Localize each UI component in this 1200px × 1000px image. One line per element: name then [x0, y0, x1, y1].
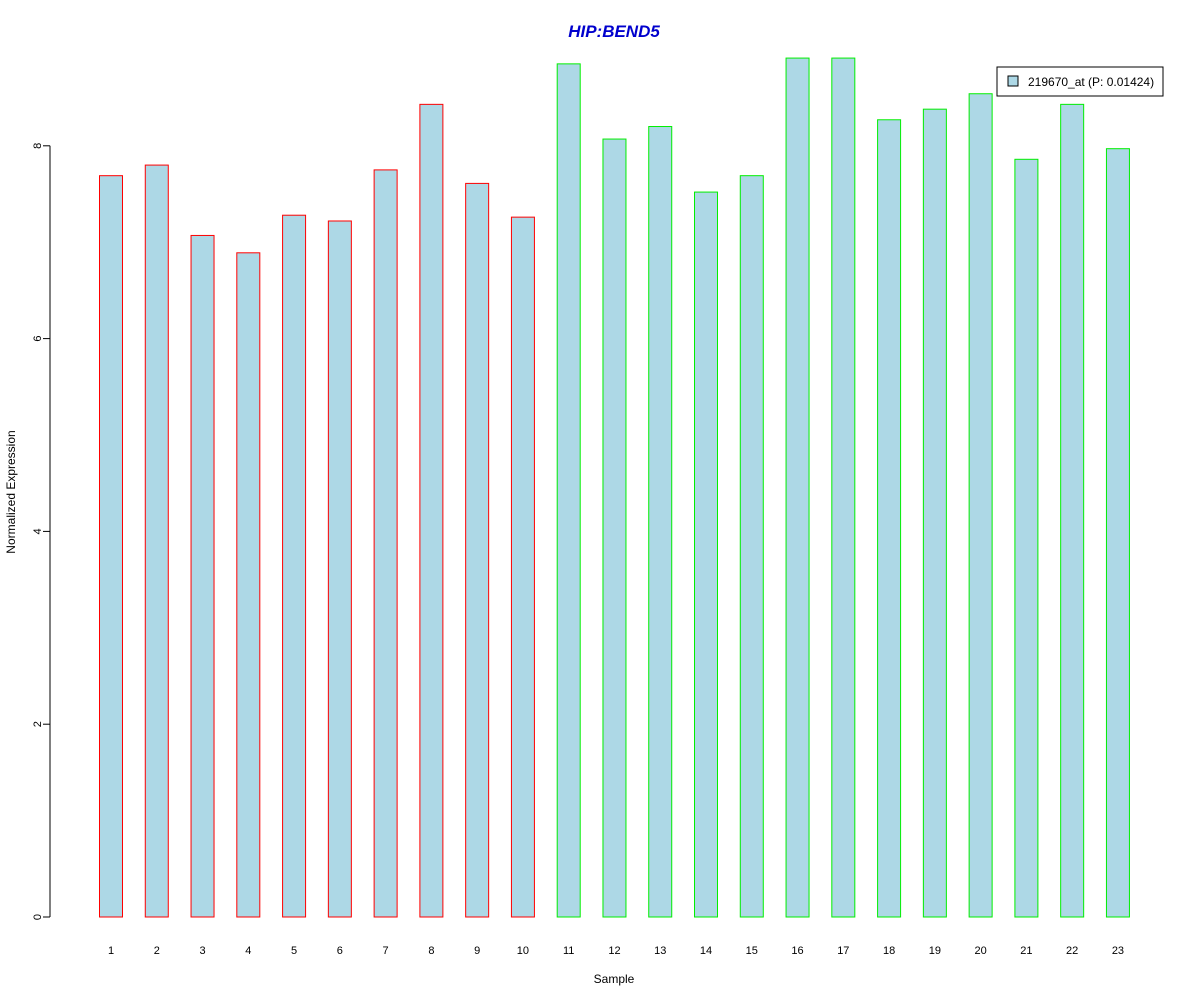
legend: 219670_at (P: 0.01424): [996, 66, 1164, 97]
x-tick-label: 17: [837, 945, 849, 957]
x-tick-label: 22: [1066, 945, 1078, 957]
x-tick-label: 12: [608, 945, 620, 957]
bar-sample-8: [419, 103, 444, 918]
bar-sample-10: [510, 216, 535, 918]
bar-sample-5: [282, 214, 307, 918]
y-axis-title: Normalized Expression: [4, 430, 18, 553]
y-tick-label: 8: [32, 143, 44, 149]
x-tick-label: 18: [883, 945, 895, 957]
bar-sample-20: [968, 93, 993, 918]
legend-box: [996, 66, 1164, 97]
bar-sample-15: [739, 175, 764, 918]
bar-sample-7: [373, 169, 398, 918]
bar-sample-14: [694, 191, 719, 918]
x-tick-label: 23: [1112, 945, 1124, 957]
bar-sample-21: [1014, 158, 1039, 918]
x-tick-label: 8: [428, 945, 434, 957]
x-tick-label: 14: [700, 945, 712, 957]
bar-sample-11: [556, 63, 581, 918]
x-tick-label: 3: [199, 945, 205, 957]
y-tick-label: 2: [32, 721, 44, 727]
x-tick-label: 20: [975, 945, 987, 957]
chart-title: HIP:BEND5: [568, 22, 660, 41]
bar-sample-9: [465, 182, 490, 918]
x-tick-label: 15: [746, 945, 758, 957]
legend-swatch: [1007, 75, 1019, 87]
x-axis-title: Sample: [594, 972, 635, 986]
bar-sample-12: [602, 138, 627, 918]
y-axis: 0 2 4 6 8: [32, 143, 51, 920]
x-tick-label: 6: [337, 945, 343, 957]
bar-sample-16: [785, 57, 810, 918]
x-tick-label: 19: [929, 945, 941, 957]
x-tick-label: 7: [383, 945, 389, 957]
y-tick-label: 4: [32, 528, 44, 534]
bar-sample-2: [144, 164, 169, 918]
x-tick-label: 9: [474, 945, 480, 957]
bar-sample-18: [877, 119, 902, 918]
x-tick-label: 1: [108, 945, 114, 957]
x-tick-label: 11: [563, 945, 574, 957]
y-tick-label: 0: [32, 914, 44, 920]
bar-sample-1: [99, 175, 123, 918]
x-tick-label: 13: [654, 945, 666, 957]
bar-sample-4: [236, 252, 261, 918]
bar-sample-22: [1060, 103, 1085, 918]
x-tick-label: 5: [291, 945, 297, 957]
x-tick-label: 2: [154, 945, 160, 957]
x-tick-label: 10: [517, 945, 529, 957]
x-tick-label: 4: [245, 945, 251, 957]
bar-sample-19: [922, 108, 947, 918]
legend-label: 219670_at (P: 0.01424): [1028, 75, 1154, 89]
bar-sample-13: [648, 126, 673, 918]
y-tick-label: 6: [32, 336, 44, 342]
bar-sample-3: [190, 234, 215, 918]
x-tick-label: 16: [791, 945, 803, 957]
x-tick-labels: 1 2 3 4 5 6 7 8 9 10 11 12 13 14 15 16 17 18 19 20 21 22 23: [108, 945, 1124, 957]
bar-sample-6: [327, 220, 352, 918]
bars: [99, 57, 1130, 918]
x-tick-label: 21: [1020, 945, 1032, 957]
bar-sample-17: [831, 57, 856, 918]
bar-sample-23: [1105, 148, 1130, 918]
